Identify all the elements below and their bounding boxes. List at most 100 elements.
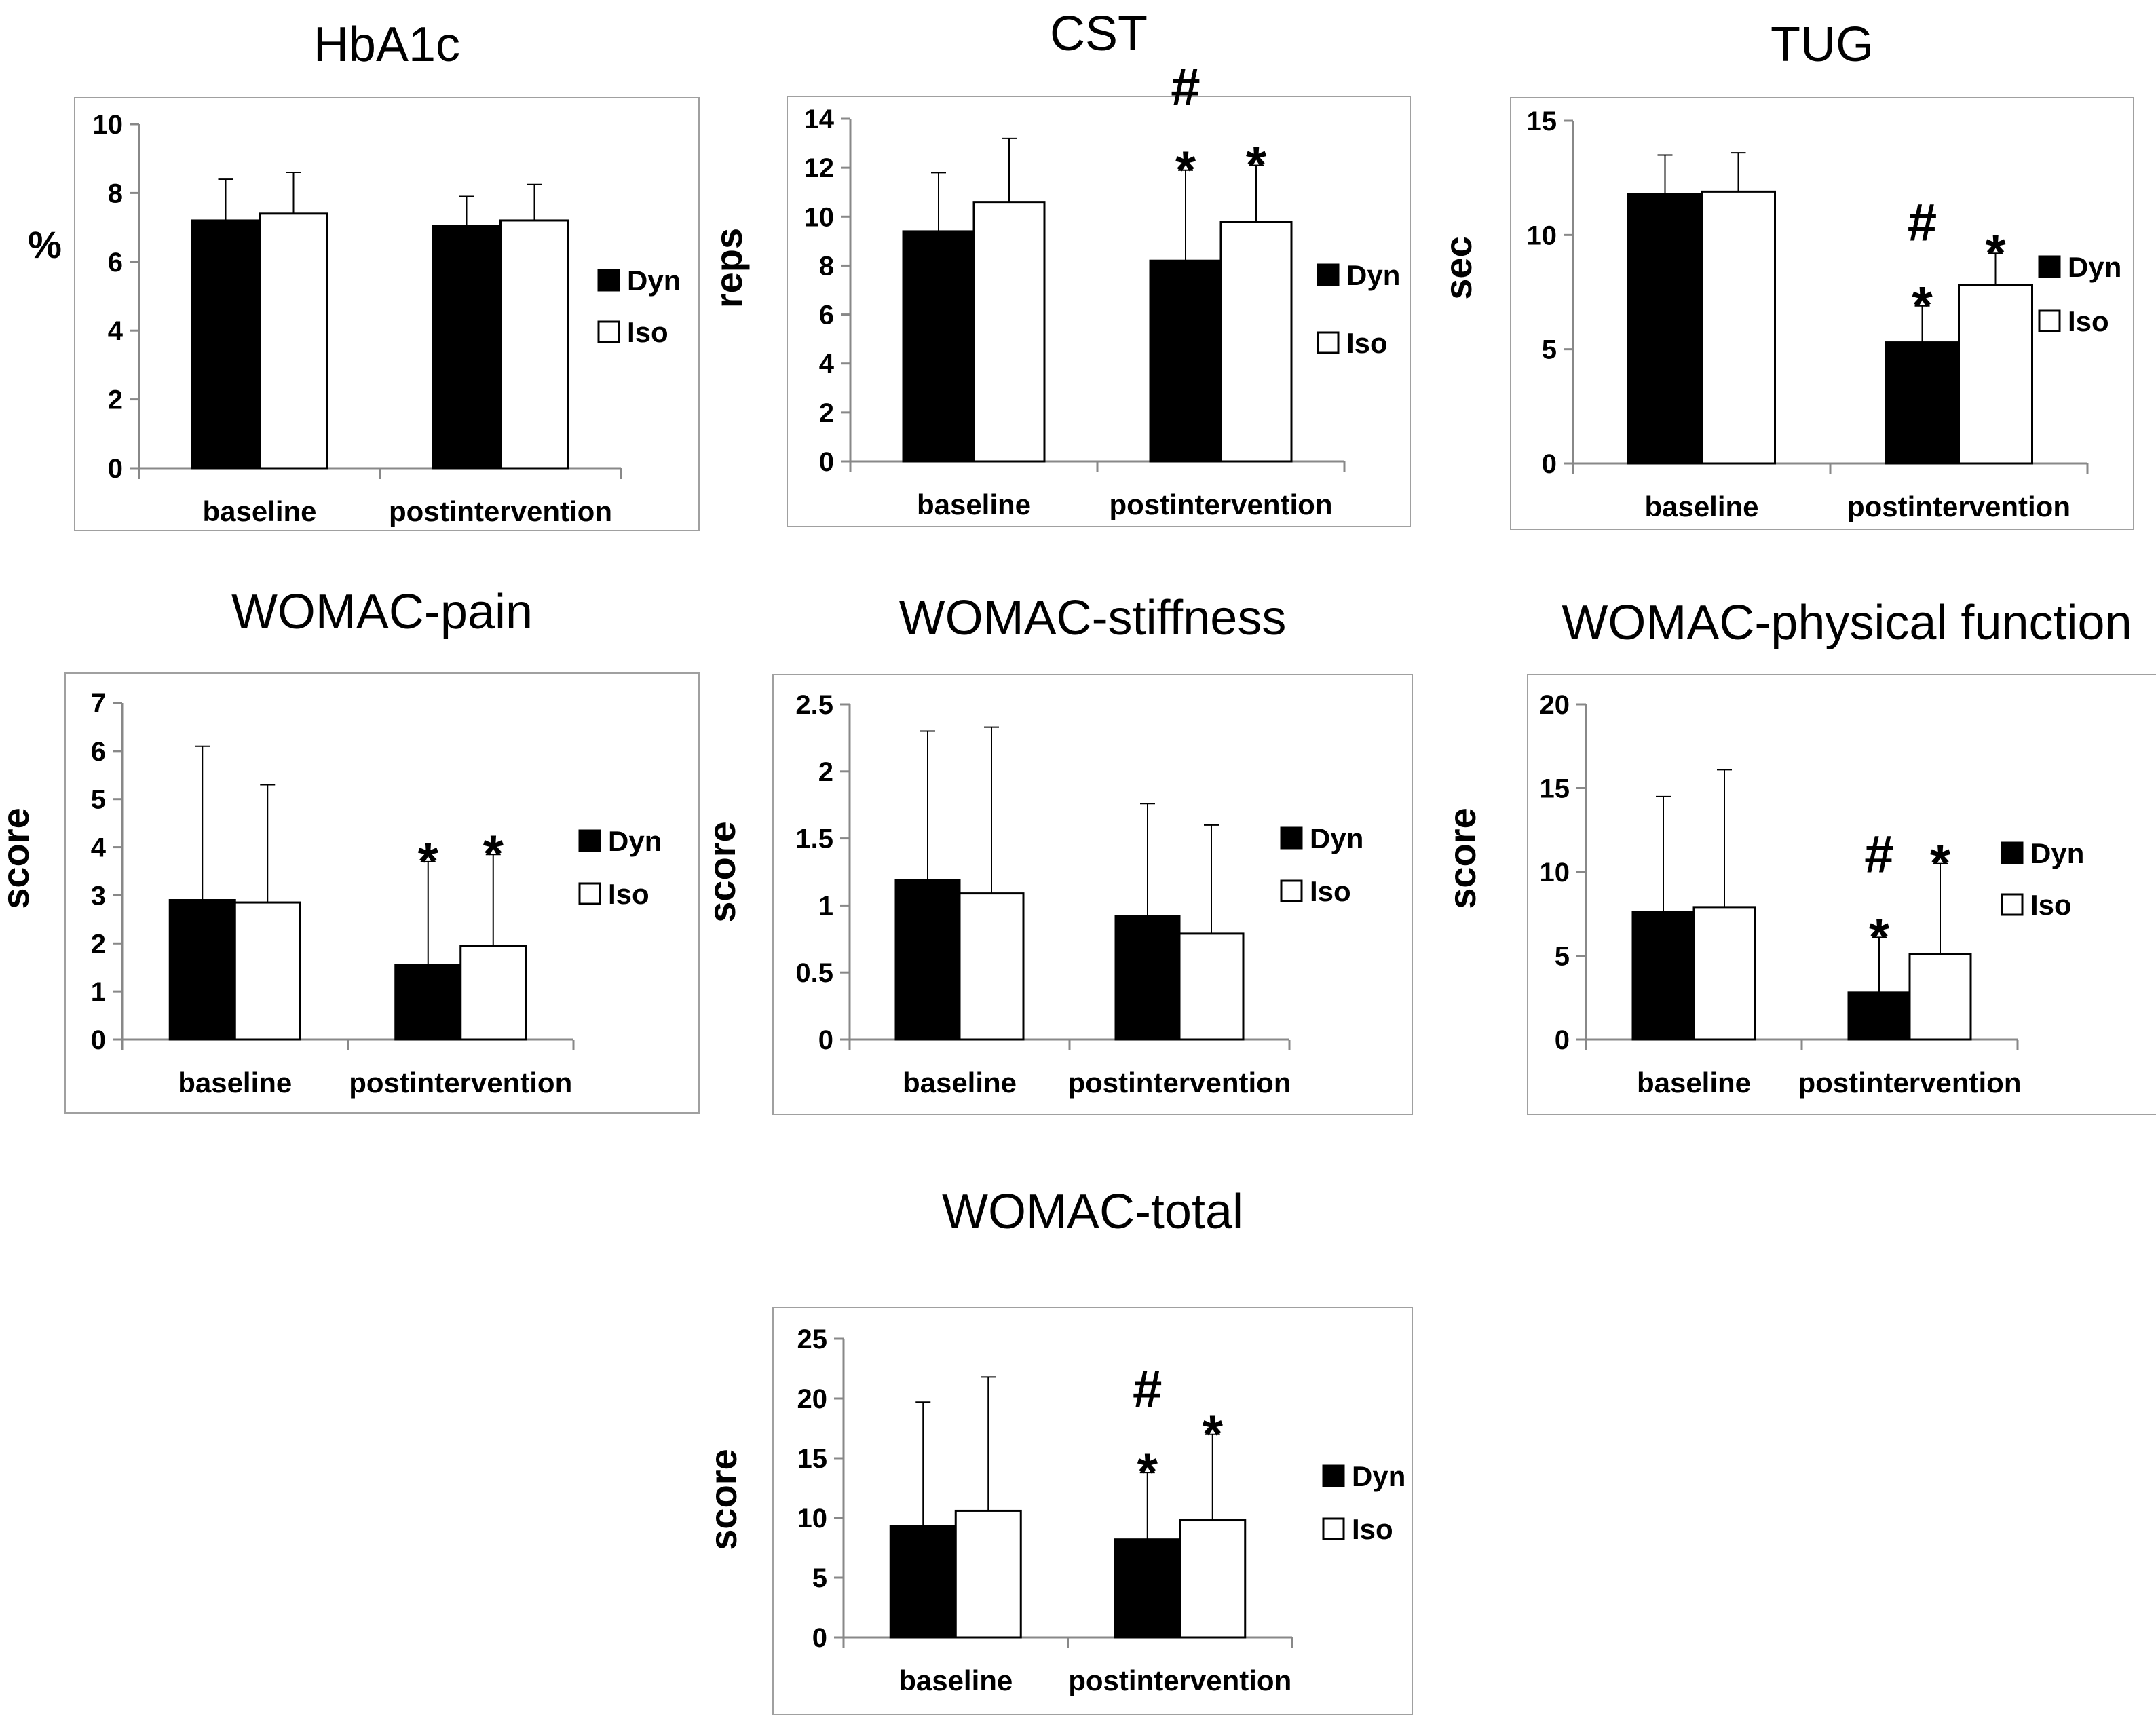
bar-iso — [972, 201, 1046, 463]
significance-asterisk: * — [418, 831, 439, 891]
chart-title: WOMAC-pain — [231, 585, 533, 639]
legend-label-dyn: Dyn — [627, 265, 681, 297]
chart-title: WOMAC-stiffness — [899, 591, 1287, 645]
bar-iso — [958, 892, 1025, 1041]
category-label: postintervention — [1798, 1067, 2021, 1099]
panel-frame — [64, 672, 700, 1114]
y-tick-label: 25 — [797, 1325, 828, 1354]
category-label: baseline — [917, 489, 1031, 520]
y-tick-label: 1 — [818, 891, 833, 921]
y-tick-label: 4 — [91, 833, 107, 863]
legend-label-dyn: Dyn — [2030, 837, 2084, 869]
y-tick-label: 8 — [819, 251, 834, 281]
legend-swatch-dyn — [597, 269, 620, 292]
y-tick-label: 0 — [1555, 1025, 1570, 1055]
category-label: baseline — [1644, 491, 1758, 522]
legend-label-iso: Iso — [1352, 1513, 1393, 1545]
legend-swatch-iso — [2038, 309, 2061, 332]
significance-asterisk: * — [1203, 1404, 1224, 1464]
chart-title: CST — [1050, 7, 1148, 61]
chart-title: WOMAC-physical function — [1562, 596, 2132, 650]
category-label: postintervention — [349, 1067, 572, 1099]
bar-iso — [459, 945, 527, 1041]
bar-iso — [1219, 221, 1293, 463]
bar-dyn — [1627, 193, 1703, 465]
category-label: postintervention — [1109, 489, 1332, 520]
y-axis-label: score — [702, 1449, 744, 1550]
bar-dyn — [1631, 911, 1695, 1041]
y-tick-label: 10 — [797, 1504, 828, 1534]
bar-dyn — [1114, 915, 1181, 1041]
legend-swatch-iso — [578, 882, 601, 905]
panel-frame — [1510, 97, 2134, 530]
legend-swatch-dyn — [578, 829, 601, 852]
legend-label-iso: Iso — [627, 316, 668, 348]
y-tick-label: 10 — [1540, 858, 1570, 888]
bar-dyn — [1149, 259, 1222, 463]
y-tick-label: 14 — [804, 104, 835, 134]
bar-dyn — [894, 879, 961, 1041]
bar-dyn — [889, 1525, 957, 1639]
category-label: baseline — [899, 1665, 1013, 1696]
legend-swatch-iso — [1317, 331, 1340, 354]
panel-frame — [787, 96, 1411, 527]
significance-hash: # — [1133, 1359, 1162, 1419]
bar-iso — [1178, 932, 1245, 1041]
y-tick-label: 0 — [108, 454, 123, 484]
y-axis-label: score — [0, 807, 37, 909]
significance-hash: # — [1908, 193, 1937, 252]
y-tick-label: 2 — [91, 929, 106, 959]
category-label: postintervention — [389, 495, 612, 527]
y-axis-label: score — [700, 821, 743, 922]
y-axis-label: score — [1441, 807, 1483, 909]
y-tick-label: 6 — [91, 737, 106, 767]
y-tick-label: 7 — [91, 689, 106, 719]
panel-1: HbA1c% 0 2 4 6 8 10 baseline postintervention Dyn… — [28, 18, 700, 531]
legend-label-dyn: Dyn — [608, 825, 662, 857]
legend-label-iso: Iso — [2030, 889, 2072, 921]
legend-label-iso: Iso — [608, 878, 649, 910]
y-tick-label: 15 — [1527, 107, 1557, 136]
panel-2: CST reps 0 2 4 6 8 10 12 14 baseline postinterventi… — [707, 7, 1411, 527]
y-tick-label: 0 — [812, 1623, 827, 1653]
significance-asterisk: * — [1985, 223, 2006, 282]
category-label: baseline — [202, 495, 316, 527]
bar-dyn — [1885, 341, 1960, 465]
y-tick-label: 15 — [797, 1444, 828, 1474]
y-tick-label: 5 — [91, 785, 106, 815]
category-label: baseline — [178, 1067, 292, 1099]
y-tick-label: 6 — [108, 248, 123, 278]
category-label: baseline — [1637, 1067, 1751, 1099]
y-tick-label: 0 — [1542, 449, 1557, 479]
bar-iso — [1908, 953, 1972, 1041]
y-tick-label: 2.5 — [795, 690, 833, 720]
y-tick-label: 20 — [797, 1384, 828, 1414]
bar-dyn — [191, 219, 261, 470]
y-tick-label: 0 — [91, 1025, 106, 1055]
bar-iso — [499, 219, 569, 470]
legend-label-dyn: Dyn — [2068, 251, 2121, 283]
panel-7: WOMAC-total score 0 5 10 15 20 25 baseline postin… — [702, 1185, 1413, 1715]
y-tick-label: 4 — [819, 349, 835, 379]
significance-hash: # — [1864, 824, 1893, 883]
legend-swatch-dyn — [1280, 826, 1303, 850]
significance-asterisk: * — [1246, 135, 1267, 195]
significance-asterisk: * — [1930, 833, 1951, 893]
significance-asterisk: * — [483, 824, 504, 883]
legend-swatch-iso — [1280, 879, 1303, 902]
significance-asterisk: * — [1869, 907, 1890, 966]
y-tick-label: 10 — [1527, 221, 1557, 250]
legend-label-dyn: Dyn — [1352, 1460, 1405, 1492]
chart-title: WOMAC-total — [942, 1185, 1243, 1239]
y-axis-label: % — [28, 223, 62, 266]
y-axis-label: reps — [707, 228, 750, 308]
legend-label-dyn: Dyn — [1346, 259, 1400, 291]
bar-dyn — [394, 964, 462, 1041]
bar-iso — [233, 901, 301, 1041]
legend-label-dyn: Dyn — [1310, 822, 1363, 854]
legend-label-iso: Iso — [1310, 875, 1351, 907]
significance-asterisk: * — [1137, 1442, 1158, 1502]
y-tick-label: 12 — [804, 153, 835, 183]
y-tick-label: 8 — [108, 178, 123, 208]
